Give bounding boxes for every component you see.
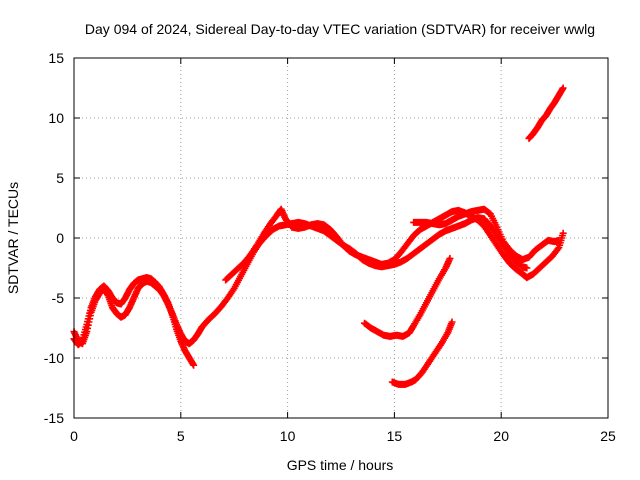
- data-series: [222, 205, 567, 284]
- data-series: [70, 274, 198, 369]
- x-tick-label: 20: [493, 428, 509, 444]
- y-axis-label: SDTVAR / TECUs: [5, 182, 21, 294]
- y-tick-label: 5: [56, 170, 64, 186]
- x-tick-label: 0: [70, 428, 78, 444]
- data-series: [525, 84, 567, 142]
- data-point: [555, 236, 563, 244]
- chart-title: Day 094 of 2024, Sidereal Day-to-day VTE…: [85, 21, 595, 37]
- x-tick-label: 25: [600, 428, 616, 444]
- y-tick-label: -5: [52, 290, 65, 306]
- y-tick-label: 0: [56, 230, 64, 246]
- y-tick-label: -15: [44, 410, 64, 426]
- tick-labels: 0 5 10 15 20 25 -15 -10 -5 0 5 10 15: [44, 50, 616, 444]
- y-tick-label: -10: [44, 350, 64, 366]
- data-point: [446, 254, 454, 262]
- data-series: [410, 205, 563, 264]
- grid: [74, 58, 608, 418]
- y-tick-label: 15: [48, 50, 64, 66]
- x-tick-label: 10: [280, 428, 296, 444]
- data-point: [190, 361, 198, 369]
- plot-frame: [73, 57, 609, 419]
- data-series: [388, 318, 456, 388]
- plot-area: [70, 84, 567, 388]
- data-point: [554, 245, 562, 253]
- y-tick-label: 10: [48, 110, 64, 126]
- x-tick-label: 5: [177, 428, 185, 444]
- x-axis-label: GPS time / hours: [287, 457, 394, 473]
- x-tick-label: 15: [387, 428, 403, 444]
- data-point: [559, 84, 567, 92]
- data-series: [360, 254, 454, 340]
- data-point: [559, 229, 567, 237]
- data-point: [523, 264, 531, 272]
- data-point: [448, 318, 456, 326]
